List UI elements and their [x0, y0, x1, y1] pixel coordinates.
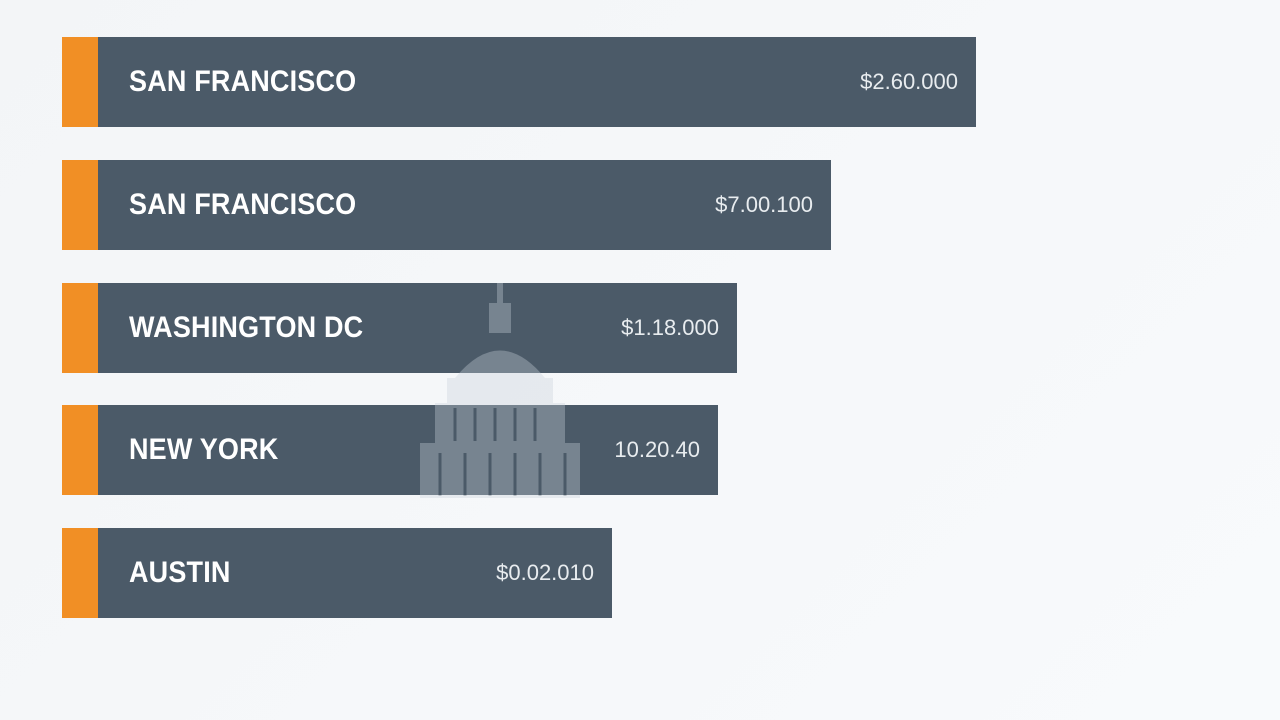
bar-amount: $1.18.000: [621, 315, 719, 340]
bar-label: WASHINGTON DC: [129, 311, 364, 344]
bar-label: NEW YORK: [129, 433, 279, 466]
bar-label: AUSTIN: [129, 556, 231, 589]
bar-row: SAN FRANCISCO $2.60.000: [62, 37, 976, 127]
bar-row: NEW YORK 10.20.40: [62, 405, 718, 495]
bar-row: AUSTIN $0.02.010: [62, 528, 612, 618]
bar-amount: 10.20.40: [614, 437, 700, 462]
bar-accent: [62, 405, 98, 495]
bar-amount: $7.00.100: [715, 192, 813, 217]
bar-accent: [62, 528, 98, 618]
bar-amount: $2.60.000: [860, 69, 958, 94]
bar-accent: [62, 283, 98, 373]
bar-amount: $0.02.010: [496, 560, 594, 585]
bar-accent: [62, 160, 98, 250]
bar-label: SAN FRANCISCO: [129, 188, 357, 221]
bar-row: SAN FRANCISCO $7.00.100: [62, 160, 831, 250]
bar-row: WASHINGTON DC $1.18.000: [62, 283, 737, 373]
bar-accent: [62, 37, 98, 127]
bar-label: SAN FRANCISCO: [129, 65, 357, 98]
